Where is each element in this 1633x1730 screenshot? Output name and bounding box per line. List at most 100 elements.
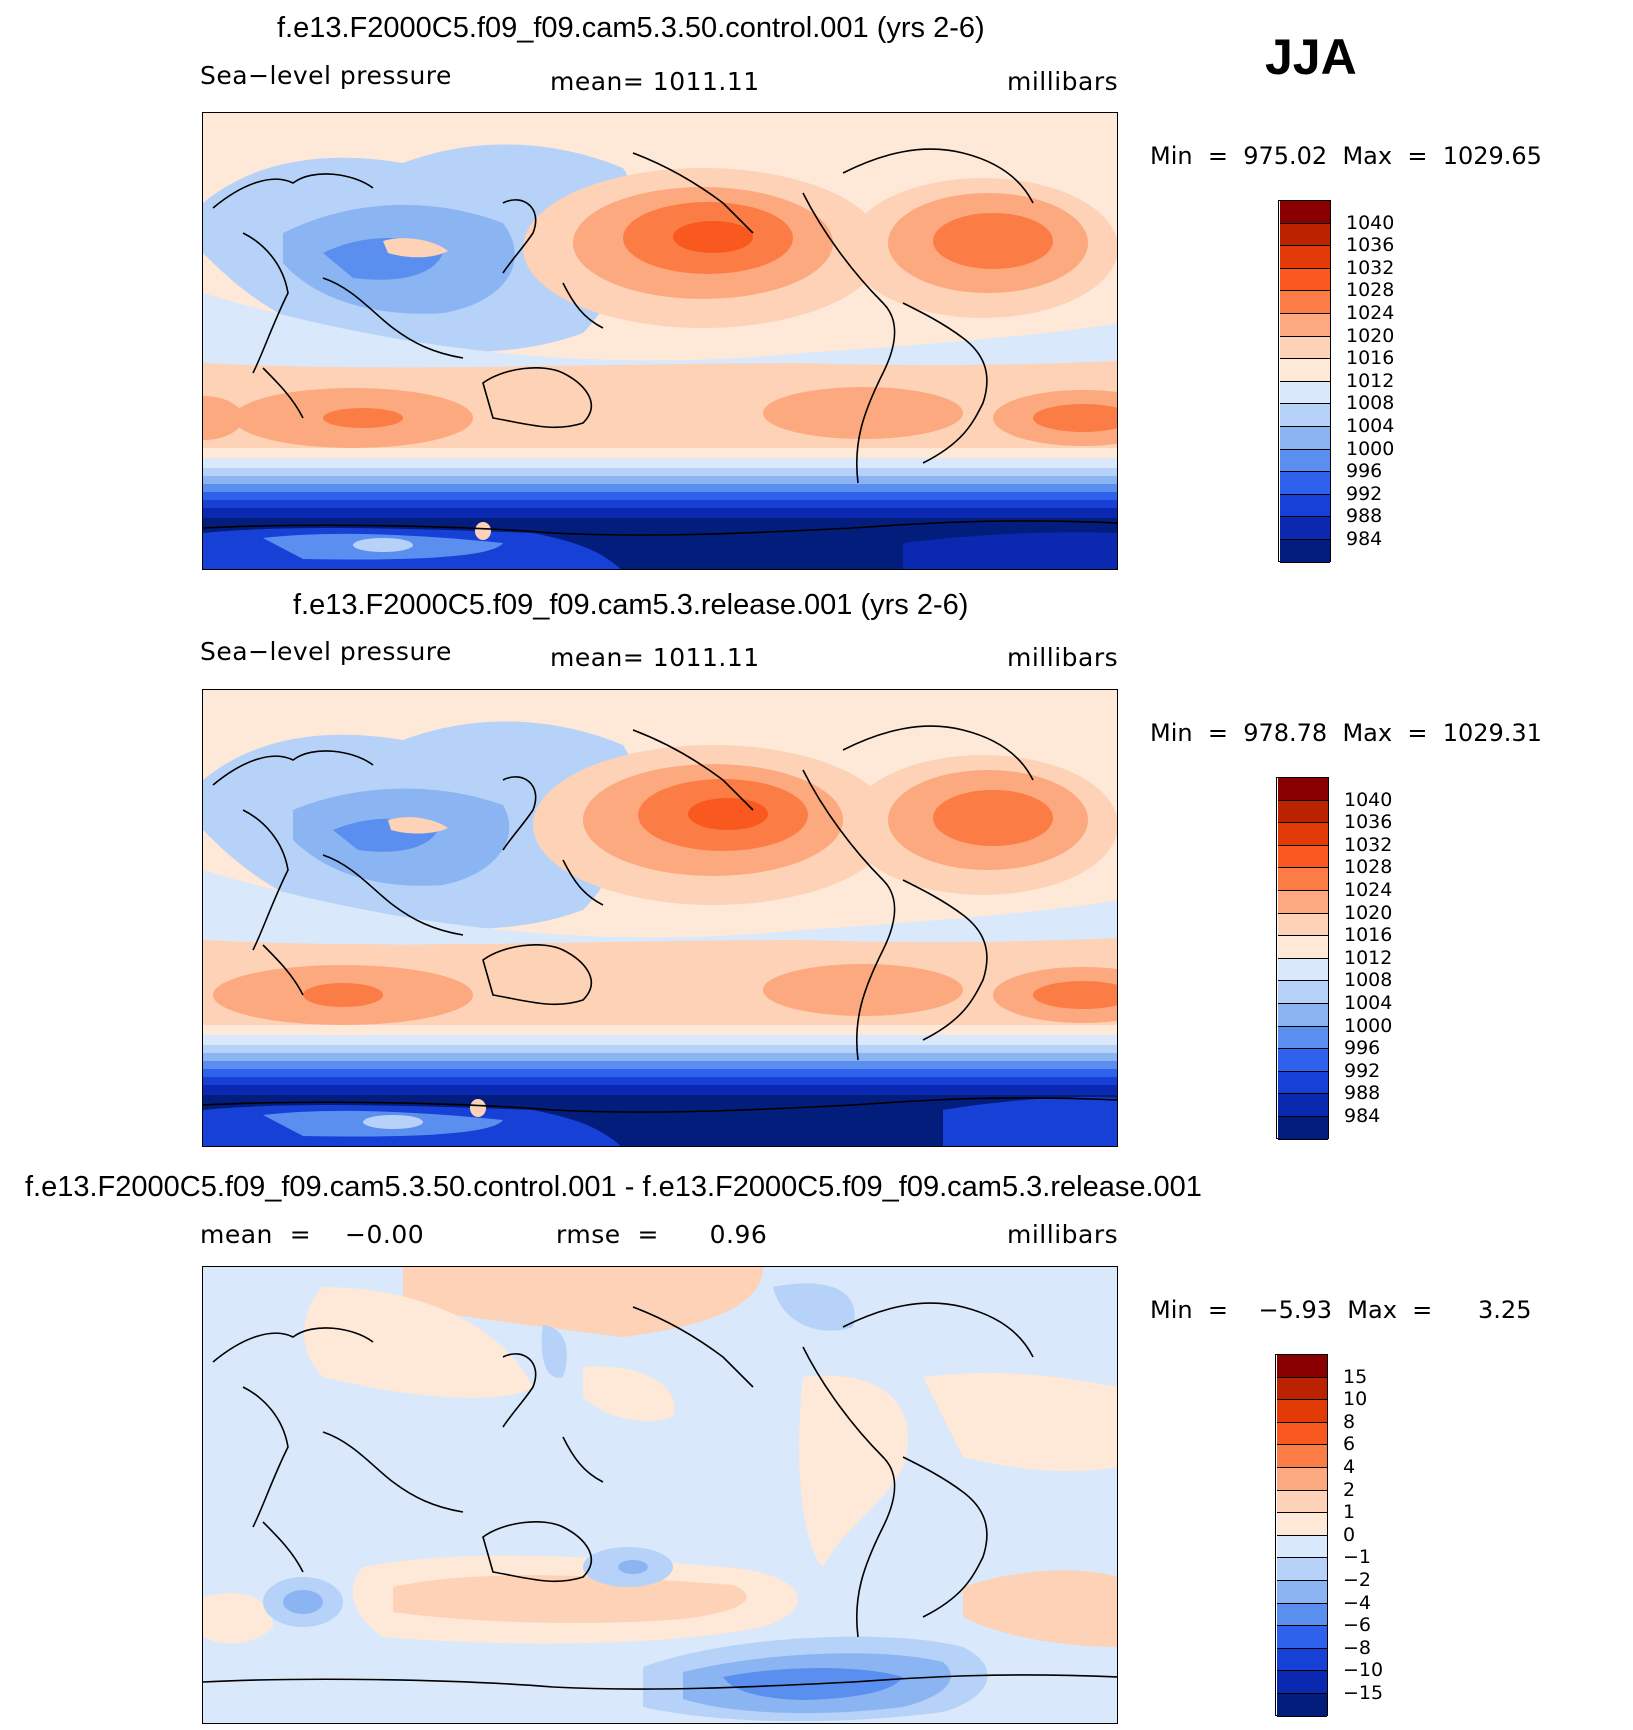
colorbar-level-label: 0 xyxy=(1343,1523,1356,1546)
colorbar-swatch xyxy=(1277,913,1328,937)
colorbar-level-label: 1036 xyxy=(1344,811,1393,834)
panel-2-minmax: Min = 978.78 Max = 1029.31 xyxy=(1150,719,1542,747)
colorbar-level-label: 8 xyxy=(1343,1410,1356,1433)
colorbar-swatch xyxy=(1276,1422,1327,1446)
colorbar-swatch xyxy=(1277,958,1328,982)
colorbar-swatch xyxy=(1277,981,1328,1004)
colorbar-level-label: 1020 xyxy=(1346,324,1395,347)
colorbar-level-label: −1 xyxy=(1343,1546,1372,1569)
colorbar-level-label: 992 xyxy=(1346,482,1383,505)
colorbar-level-label: 984 xyxy=(1346,528,1383,550)
colorbar-level-label: 1 xyxy=(1343,1501,1356,1524)
colorbar-level-label: 1020 xyxy=(1344,901,1393,924)
colorbar-level-label: 1000 xyxy=(1344,1014,1393,1037)
colorbar-level-label: 1012 xyxy=(1346,369,1395,392)
colorbar-swatch xyxy=(1276,1513,1327,1536)
colorbar-level-label: 1004 xyxy=(1344,992,1393,1014)
colorbar-level-label: 1008 xyxy=(1344,969,1393,992)
colorbar-swatch xyxy=(1277,868,1328,891)
colorbar-swatch xyxy=(1276,1355,1327,1378)
colorbar-level-label: 1024 xyxy=(1344,879,1393,901)
season-label: JJA xyxy=(1265,29,1357,85)
panel-1-colorbar: 1040 1036 1032 1028 1024 1020 1016 1012 1008 1004… xyxy=(1278,200,1418,565)
colorbar-level-label: 992 xyxy=(1344,1059,1381,1082)
colorbar-level-label: 1040 xyxy=(1346,211,1395,234)
panel-1-title: f.e13.F2000C5.f09_f09.cam5.3.50.control.… xyxy=(277,12,985,44)
colorbar-swatch xyxy=(1276,1558,1327,1581)
colorbar-level-label: 1008 xyxy=(1346,392,1395,415)
colorbar-swatch xyxy=(1279,223,1330,247)
colorbar-swatch xyxy=(1277,823,1328,846)
colorbar-swatch xyxy=(1279,336,1330,360)
colorbar-swatch xyxy=(1277,1071,1328,1095)
colorbar-level-label: −10 xyxy=(1343,1659,1384,1682)
colorbar-swatch xyxy=(1277,936,1328,959)
colorbar-level-label: 1028 xyxy=(1344,856,1393,879)
panel-3-minmax: Min = −5.93 Max = 3.25 xyxy=(1150,1296,1532,1324)
colorbar-swatch xyxy=(1277,1026,1328,1050)
colorbar-swatch xyxy=(1277,1094,1328,1117)
colorbar-swatch xyxy=(1279,381,1330,405)
colorbar-swatch xyxy=(1279,268,1330,292)
colorbar-level-label: −6 xyxy=(1343,1614,1372,1637)
colorbar-swatch xyxy=(1276,1603,1327,1627)
colorbar-level-label: 1032 xyxy=(1344,833,1393,856)
colorbar-swatch xyxy=(1279,314,1330,337)
colorbar-level-label: 1012 xyxy=(1344,946,1393,969)
colorbar-swatch xyxy=(1276,1671,1327,1694)
colorbar-level-label: 1028 xyxy=(1346,279,1395,302)
colorbar-level-label: 2 xyxy=(1343,1478,1356,1501)
panel-3-rmse-label: rmse = 0.96 xyxy=(556,1220,768,1249)
colorbar-swatch xyxy=(1276,1377,1327,1401)
colorbar-swatch xyxy=(1276,1400,1327,1423)
panel-1-minmax: Min = 975.02 Max = 1029.65 xyxy=(1150,142,1542,170)
colorbar-level-label: 1040 xyxy=(1344,788,1393,811)
panel-2-units-label: millibars xyxy=(1007,643,1119,672)
colorbar-swatch xyxy=(1277,891,1328,914)
panel-1-map xyxy=(202,112,1118,570)
colorbar-swatch xyxy=(1277,845,1328,869)
colorbar-swatch xyxy=(1279,494,1330,518)
panel-2-variable-label: Sea−level pressure xyxy=(200,637,452,666)
colorbar-level-label: 1004 xyxy=(1346,415,1395,437)
panel-3-mean-label: mean = −0.00 xyxy=(200,1220,425,1249)
colorbar-level-label: 996 xyxy=(1346,460,1383,483)
colorbar-swatch xyxy=(1279,201,1330,224)
colorbar-swatch xyxy=(1279,427,1330,450)
colorbar-level-label: 1032 xyxy=(1346,256,1395,279)
colorbar-swatch xyxy=(1277,1117,1328,1140)
colorbar-swatch xyxy=(1276,1694,1327,1717)
colorbar-swatch xyxy=(1279,472,1330,495)
colorbar-swatch xyxy=(1276,1648,1327,1672)
colorbar-swatch xyxy=(1279,540,1330,563)
colorbar-swatch xyxy=(1279,291,1330,314)
colorbar-level-label: 996 xyxy=(1344,1037,1381,1060)
colorbar-level-label: 988 xyxy=(1344,1082,1381,1105)
colorbar-swatch xyxy=(1276,1626,1327,1649)
colorbar-level-label: 15 xyxy=(1343,1365,1368,1388)
panel-3-units-label: millibars xyxy=(1007,1220,1119,1249)
colorbar-swatch xyxy=(1277,778,1328,801)
colorbar-swatch xyxy=(1276,1581,1327,1604)
panel-1-units-label: millibars xyxy=(1007,67,1119,96)
panel-2-colorbar: 1040 1036 1032 1028 1024 1020 1016 1012 1008 1004… xyxy=(1276,777,1416,1142)
colorbar-level-label: 6 xyxy=(1343,1433,1356,1456)
colorbar-swatch xyxy=(1276,1535,1327,1559)
panel-3-title: f.e13.F2000C5.f09_f09.cam5.3.50.control.… xyxy=(25,1171,1202,1203)
colorbar-level-label: 1024 xyxy=(1346,302,1395,324)
panel-1-mean-label: mean= 1011.11 xyxy=(550,67,760,96)
colorbar-swatch xyxy=(1279,517,1330,540)
colorbar-swatch xyxy=(1277,1004,1328,1027)
colorbar-level-label: 1036 xyxy=(1346,234,1395,257)
colorbar-level-label: 984 xyxy=(1344,1105,1381,1127)
panel-2-mean-label: mean= 1011.11 xyxy=(550,643,760,672)
colorbar-level-label: 1000 xyxy=(1346,437,1395,460)
colorbar-swatch xyxy=(1276,1445,1327,1468)
colorbar-level-label: 1016 xyxy=(1344,924,1393,947)
panel-3-colorbar: 15 10 8 6 4 2 1 0 −1 −2 −4 −6 −8 −10 −15 xyxy=(1275,1354,1415,1719)
colorbar-swatch xyxy=(1279,449,1330,473)
colorbar-level-label: −15 xyxy=(1343,1682,1384,1704)
colorbar-level-label: −2 xyxy=(1343,1569,1372,1591)
colorbar-level-label: −4 xyxy=(1343,1591,1372,1614)
colorbar-level-label: −8 xyxy=(1343,1636,1372,1659)
